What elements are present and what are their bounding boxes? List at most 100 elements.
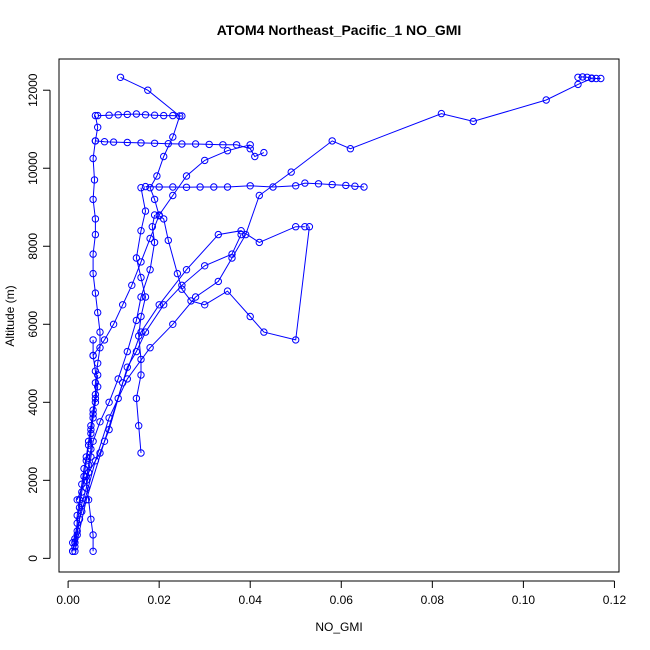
data-point bbox=[160, 111, 168, 120]
data-point bbox=[228, 250, 236, 258]
data-point bbox=[146, 184, 154, 192]
data-point bbox=[116, 73, 125, 82]
data-point bbox=[246, 141, 254, 149]
data-point bbox=[242, 230, 250, 239]
data-point bbox=[574, 73, 582, 82]
data-point bbox=[437, 109, 446, 118]
data-point bbox=[150, 238, 159, 247]
data-point bbox=[169, 191, 177, 200]
data-point bbox=[89, 250, 97, 258]
series-line bbox=[74, 226, 305, 552]
data-point bbox=[160, 152, 168, 161]
data-point bbox=[80, 464, 88, 473]
y-tick-label: 12000 bbox=[26, 73, 40, 107]
data-point bbox=[210, 183, 218, 191]
data-point bbox=[82, 472, 91, 481]
data-point bbox=[114, 111, 122, 119]
data-point bbox=[164, 236, 173, 245]
data-point bbox=[178, 112, 186, 120]
data-point bbox=[71, 547, 79, 555]
data-point bbox=[141, 328, 150, 336]
y-tick-label: 8000 bbox=[26, 233, 40, 260]
series-line bbox=[145, 182, 365, 188]
data-point bbox=[255, 191, 263, 200]
data-point bbox=[94, 123, 102, 132]
data-point bbox=[237, 227, 245, 235]
data-point bbox=[87, 453, 95, 461]
data-point bbox=[342, 181, 350, 190]
y-tick-label: 2000 bbox=[26, 467, 40, 494]
data-point bbox=[141, 111, 150, 119]
data-point bbox=[246, 182, 254, 190]
data-point bbox=[91, 390, 100, 399]
series-7 bbox=[91, 137, 268, 161]
data-point bbox=[75, 515, 84, 523]
data-point bbox=[87, 429, 95, 438]
data-point bbox=[164, 140, 173, 148]
series-layer bbox=[69, 73, 605, 555]
data-point bbox=[94, 111, 102, 120]
data-point bbox=[91, 398, 100, 406]
data-point bbox=[182, 183, 191, 192]
series-line bbox=[97, 113, 182, 117]
x-tick-label: 0.12 bbox=[603, 593, 627, 607]
series-line bbox=[120, 76, 310, 341]
data-point bbox=[91, 367, 100, 375]
data-point bbox=[105, 398, 113, 406]
series-line bbox=[577, 76, 601, 79]
data-point bbox=[292, 223, 300, 231]
data-point bbox=[89, 351, 97, 360]
data-point bbox=[346, 145, 355, 153]
data-point bbox=[91, 215, 100, 223]
data-point bbox=[292, 336, 300, 344]
series-5 bbox=[132, 184, 150, 457]
y-tick-label: 4000 bbox=[26, 389, 40, 416]
series-8 bbox=[141, 179, 368, 192]
data-point bbox=[137, 355, 145, 364]
data-point bbox=[123, 138, 132, 147]
data-point bbox=[123, 347, 132, 356]
data-point bbox=[251, 152, 259, 161]
data-point bbox=[87, 515, 95, 523]
series-line bbox=[72, 78, 592, 543]
data-point bbox=[100, 138, 109, 146]
data-point bbox=[146, 266, 154, 274]
data-point bbox=[137, 312, 145, 321]
series-line bbox=[95, 140, 265, 158]
data-point bbox=[89, 531, 97, 539]
data-point bbox=[187, 297, 195, 305]
data-point bbox=[91, 379, 100, 387]
data-point bbox=[132, 254, 141, 262]
data-point bbox=[328, 137, 336, 145]
series-line bbox=[92, 144, 251, 356]
data-point bbox=[201, 262, 209, 270]
series-14 bbox=[73, 230, 245, 504]
data-point bbox=[328, 180, 336, 189]
data-point bbox=[96, 418, 104, 426]
series-line bbox=[74, 214, 156, 547]
data-point bbox=[84, 461, 93, 469]
series-4 bbox=[71, 211, 159, 551]
data-point bbox=[155, 301, 163, 309]
data-point bbox=[228, 254, 236, 262]
data-point bbox=[137, 227, 145, 235]
data-point bbox=[96, 449, 104, 457]
data-point bbox=[96, 344, 104, 352]
data-point bbox=[94, 371, 102, 379]
x-tick-label: 0.00 bbox=[56, 593, 80, 607]
x-tick-label: 0.02 bbox=[147, 593, 171, 607]
data-point bbox=[137, 184, 145, 192]
y-axis: 0 2000 4000 6000 8000 10000 12000 bbox=[26, 73, 51, 562]
series-11 bbox=[69, 74, 596, 547]
data-point bbox=[137, 258, 145, 266]
data-point bbox=[169, 183, 177, 191]
data-point bbox=[89, 336, 97, 344]
data-point bbox=[583, 73, 591, 82]
data-point bbox=[150, 111, 159, 119]
data-point bbox=[301, 223, 309, 231]
data-point bbox=[214, 277, 223, 286]
x-tick-label: 0.08 bbox=[421, 593, 445, 607]
data-point bbox=[137, 449, 145, 457]
data-point bbox=[178, 140, 186, 148]
